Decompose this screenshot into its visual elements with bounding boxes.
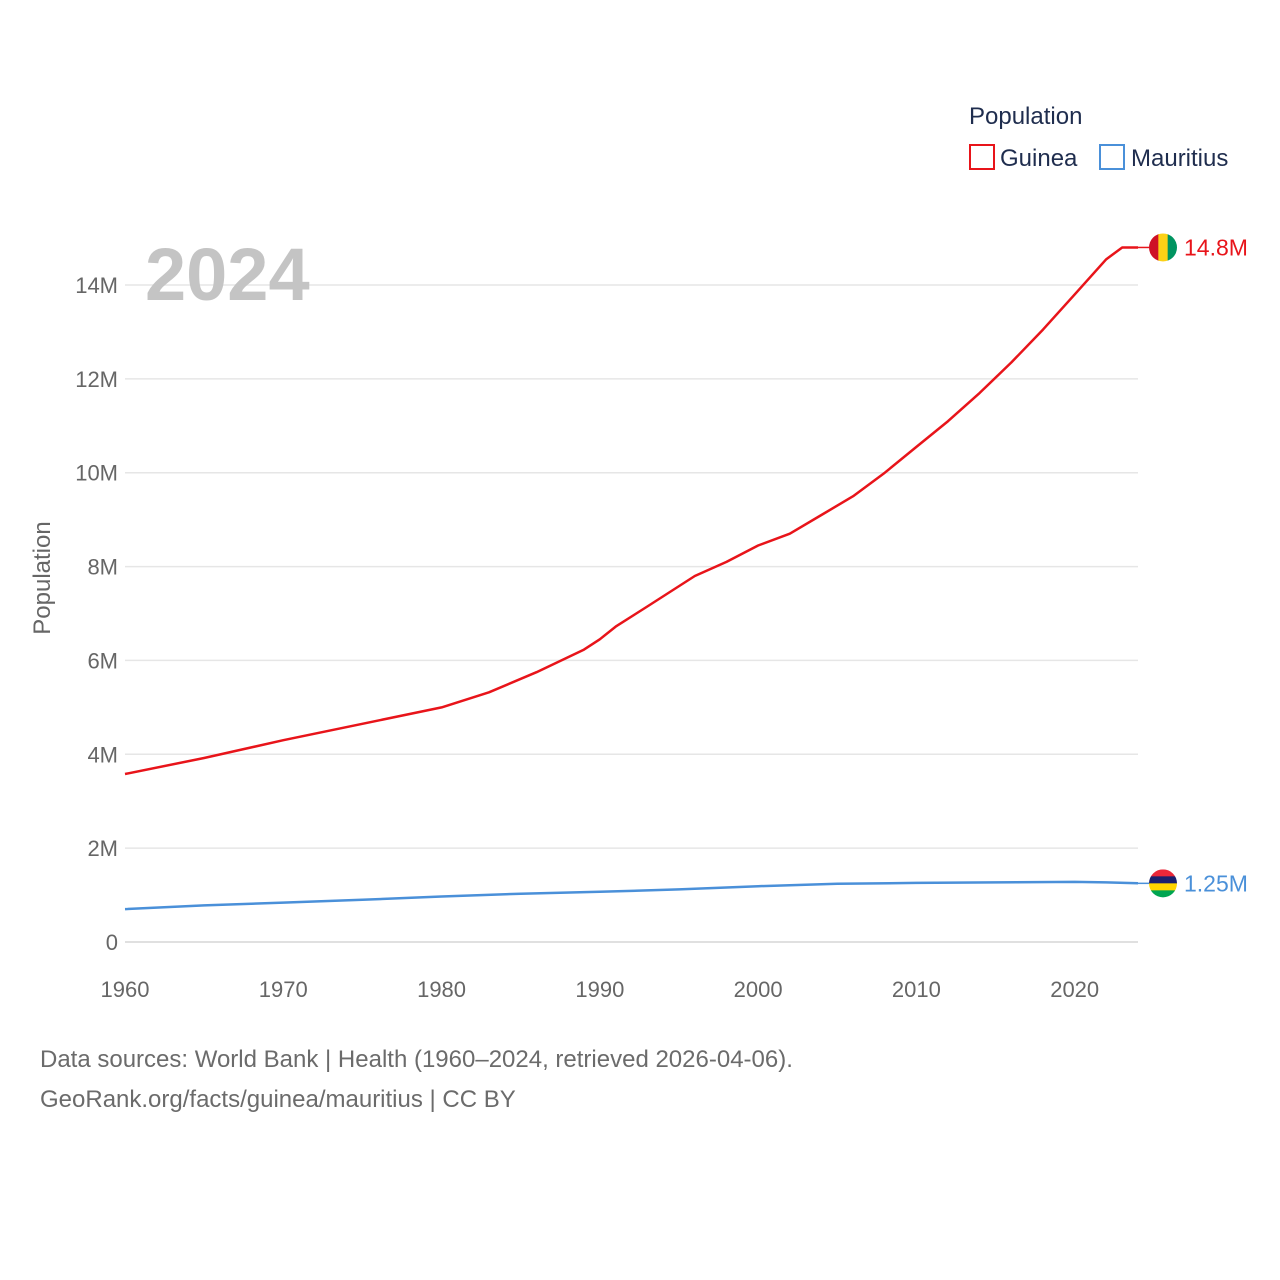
x-tick-label: 2000 [734, 977, 783, 1002]
y-tick-label: 10M [75, 461, 118, 486]
y-tick-label: 0 [106, 930, 118, 955]
legend-swatch-mauritius [1099, 144, 1125, 170]
y-tick-label: 12M [75, 367, 118, 392]
series-line-mauritius[interactable] [124, 880, 1139, 911]
legend-title: Population [969, 103, 1082, 130]
grid-lines [125, 284, 1138, 943]
legend-item-guinea[interactable]: Guinea [969, 144, 1078, 172]
end-label-guinea: 14.8M [1184, 234, 1248, 260]
y-axis-label: Population [29, 521, 56, 634]
footer: Data sources: World Bank | Health (1960–… [40, 1040, 793, 1120]
legend-swatch-guinea [969, 144, 995, 170]
y-axis-ticks: 0 2M 4M 6M 8M 10M 12M 14M [75, 273, 118, 955]
year-label: 2024 [145, 233, 310, 316]
x-axis-ticks: 1960 1970 1980 1990 2000 2010 2020 [101, 977, 1100, 1002]
end-markers: 14.8M 1.25M [1138, 233, 1248, 898]
end-label-mauritius: 1.25M [1184, 870, 1248, 896]
series-line-guinea[interactable] [124, 246, 1138, 776]
flag-icon-mauritius [1149, 869, 1177, 898]
x-tick-label: 1990 [575, 977, 624, 1002]
data-sources-text: Data sources: World Bank | Health (1960–… [40, 1046, 793, 1073]
y-tick-label: 8M [87, 555, 118, 580]
y-tick-label: 2M [87, 836, 118, 861]
y-tick-label: 4M [87, 742, 118, 767]
y-tick-label: 14M [75, 273, 118, 298]
x-tick-label: 1960 [101, 977, 150, 1002]
x-tick-label: 1970 [259, 977, 308, 1002]
x-tick-label: 1980 [417, 977, 466, 1002]
legend-label-mauritius: Mauritius [1131, 145, 1228, 172]
x-tick-label: 2010 [892, 977, 941, 1002]
legend: Population Guinea Mauritius [969, 103, 1228, 172]
source-link[interactable]: GeoRank.org/facts/guinea/mauritius | CC … [40, 1086, 516, 1113]
series-lines [124, 246, 1139, 911]
flag-icon-guinea [1149, 233, 1177, 262]
legend-item-mauritius[interactable]: Mauritius [1099, 144, 1228, 172]
legend-label-guinea: Guinea [1000, 145, 1078, 172]
x-tick-label: 2020 [1050, 977, 1099, 1002]
y-tick-label: 6M [87, 648, 118, 673]
population-line-chart: 0 2M 4M 6M 8M 10M 12M 14M 1960 1970 1980 1990 2000 2… [29, 103, 1248, 1002]
